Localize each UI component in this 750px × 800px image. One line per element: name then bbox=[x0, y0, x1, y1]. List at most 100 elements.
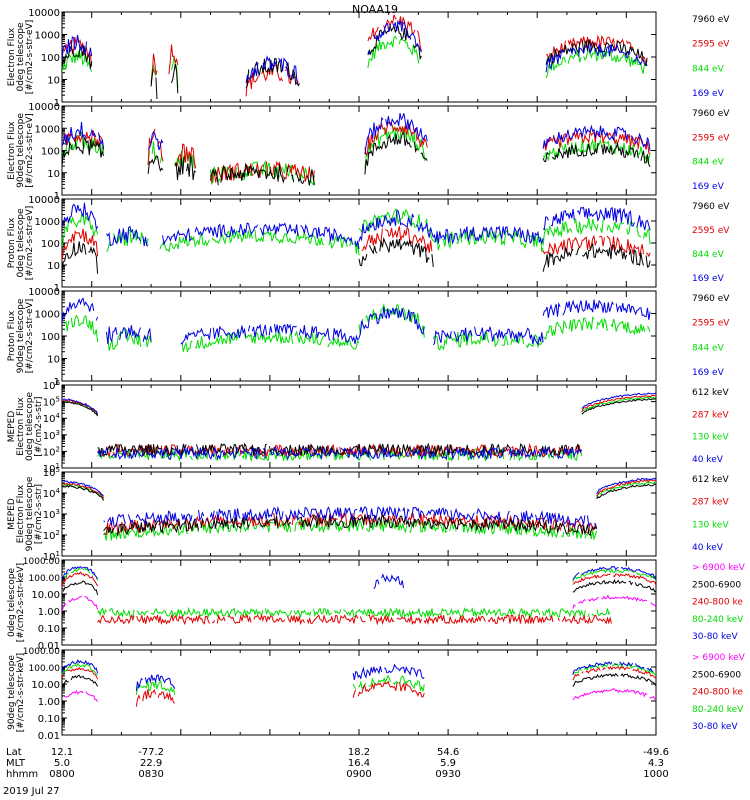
series-169-ev bbox=[62, 19, 648, 83]
y-axis-label-line: Electron Flux bbox=[16, 397, 26, 456]
series-612-kev bbox=[62, 483, 656, 537]
y-axis-label-line: [#/cm2-s-str] bbox=[34, 484, 44, 544]
y-tick-exponent: 4 bbox=[56, 487, 61, 495]
footer-value: 5.9 bbox=[440, 758, 456, 769]
series-169-ev bbox=[62, 112, 651, 155]
series-80-240-kev bbox=[64, 567, 656, 619]
series-287-kev bbox=[62, 479, 656, 536]
series-traces bbox=[62, 202, 651, 274]
y-tick-label: 0.01 bbox=[38, 731, 60, 742]
series-30-80-kev bbox=[62, 566, 656, 590]
y-axis-label-line: Electron Flux bbox=[16, 484, 26, 543]
y-tick-exponent: 6 bbox=[56, 379, 61, 387]
series--6900-kev bbox=[62, 594, 656, 612]
y-tick-label: 100 bbox=[41, 239, 60, 250]
legend-entry: 612 keV bbox=[692, 475, 729, 485]
y-tick-label: 100.00 bbox=[29, 574, 61, 584]
legend-entry: 844 eV bbox=[692, 343, 725, 353]
legend-entry: 7960 eV bbox=[692, 109, 730, 119]
y-tick-label: 1000 bbox=[35, 310, 60, 321]
figure-title: NOAA19 bbox=[352, 3, 398, 16]
y-tick-label: 1000 bbox=[35, 124, 60, 135]
series-240-800-ke bbox=[62, 666, 656, 707]
y-tick-label: 10 bbox=[47, 76, 60, 87]
y-tick-label: 100 bbox=[41, 147, 60, 158]
y-axis-label-line: Proton Flux bbox=[7, 217, 17, 268]
footer-value: 22.9 bbox=[140, 758, 162, 769]
footer-value: 54.6 bbox=[437, 747, 459, 758]
y-tick-label: 1000 bbox=[35, 217, 60, 228]
legend-entry: 612 keV bbox=[692, 388, 729, 398]
footer-value: 5.0 bbox=[54, 758, 70, 769]
y-axis-label-line: [#/cm2-s-str-eV] bbox=[25, 113, 35, 188]
y-tick-label: 102 bbox=[43, 445, 60, 458]
footer-value: 0930 bbox=[435, 769, 460, 780]
y-tick-label: 1.00 bbox=[38, 697, 60, 708]
legend-entry: 2595 eV bbox=[692, 133, 730, 143]
panels-group: 10000 1000 100 10 1 Electron Flux 0deg telesco… bbox=[7, 8, 746, 742]
y-tick-label: 10 bbox=[47, 169, 60, 180]
y-tick-label: 1.00 bbox=[38, 607, 60, 618]
y-axis-label-line: 0deg telescope bbox=[16, 208, 26, 278]
y-tick-label: 100.00 bbox=[29, 664, 61, 674]
legend-entry: 7960 eV bbox=[692, 15, 730, 25]
y-tick-label: 1 bbox=[54, 98, 60, 109]
y-tick-label: 10.00 bbox=[31, 590, 60, 601]
legend-entry: 169 eV bbox=[692, 182, 725, 192]
y-axis-label-line: [#/cm2-s-str-eV] bbox=[25, 299, 35, 374]
series-844-ev bbox=[62, 36, 647, 87]
y-axis-label-line: [#/cm2-s-str-keV] bbox=[16, 653, 26, 732]
series-7960-ev bbox=[62, 236, 651, 274]
panel-frame bbox=[61, 11, 657, 103]
y-tick-label: 106 bbox=[43, 379, 61, 392]
y-tick-label: 104 bbox=[43, 412, 61, 425]
legend-entry: 2500-6900 bbox=[692, 580, 741, 590]
footer-value: 16.4 bbox=[348, 758, 370, 769]
footer-row-label: hhmm bbox=[6, 769, 38, 780]
y-tick-label: 1000.00 bbox=[23, 557, 60, 567]
date-label: 2019 Jul 27 bbox=[3, 786, 60, 797]
y-tick-label: 10000 bbox=[28, 102, 60, 113]
y-tick-label: 100 bbox=[41, 53, 60, 64]
y-tick-label: 10.00 bbox=[31, 680, 60, 691]
panel-8: 1000.00 100.00 10.00 1.00 0.10 0.01 90deg tele… bbox=[7, 647, 746, 742]
series-612-kev bbox=[62, 398, 656, 457]
legend-entry: 169 eV bbox=[692, 368, 725, 378]
y-tick-label: 0.01 bbox=[38, 641, 60, 652]
series-2500-6900 bbox=[62, 578, 656, 596]
panel-3: 10000 1000 100 10 1 Proton Flux 0deg telescope… bbox=[7, 195, 730, 294]
y-axis-label-line: [#/cm2-s-str] bbox=[34, 396, 44, 456]
legend-entry: 30-80 keV bbox=[692, 722, 738, 732]
legend-entry: 240-800 ke bbox=[692, 688, 743, 698]
y-axis-label-line: Proton Flux bbox=[7, 310, 17, 361]
series-40-kev bbox=[62, 392, 656, 461]
y-axis-label-line: 0deg telescope bbox=[16, 22, 26, 92]
legend-entry: 7960 eV bbox=[692, 294, 730, 304]
series-traces bbox=[62, 660, 656, 707]
footer-value: 0830 bbox=[138, 769, 163, 780]
footer-value: -77.2 bbox=[138, 747, 164, 758]
legend-entry: 844 eV bbox=[692, 250, 725, 260]
footer-value: 4.3 bbox=[648, 758, 664, 769]
y-tick-exponent: 2 bbox=[56, 529, 60, 537]
panel-2: 10000 1000 100 10 1 Electron Flux 90deg telesc… bbox=[7, 102, 730, 202]
y-tick-label: 105 bbox=[43, 396, 60, 409]
y-tick-label: 105 bbox=[43, 466, 60, 479]
legend-entry: 30-80 keV bbox=[692, 632, 738, 642]
y-tick-label: 103 bbox=[43, 429, 60, 442]
panel-frame bbox=[61, 198, 657, 288]
series-2595-ev bbox=[62, 226, 651, 261]
y-tick-label: 10000 bbox=[28, 195, 60, 206]
y-axis-label-line: [#/cm2-s-str-keV] bbox=[16, 563, 26, 642]
legend-entry: 844 eV bbox=[692, 64, 725, 74]
series-traces bbox=[62, 392, 656, 463]
y-tick-label: 1000.00 bbox=[23, 647, 60, 657]
legend-entry: 130 keV bbox=[692, 433, 729, 443]
y-tick-exponent: 3 bbox=[56, 508, 60, 516]
y-tick-label: 10000 bbox=[28, 8, 60, 19]
legend-entry: 240-800 ke bbox=[692, 598, 743, 608]
series-80-240-kev bbox=[62, 662, 656, 695]
